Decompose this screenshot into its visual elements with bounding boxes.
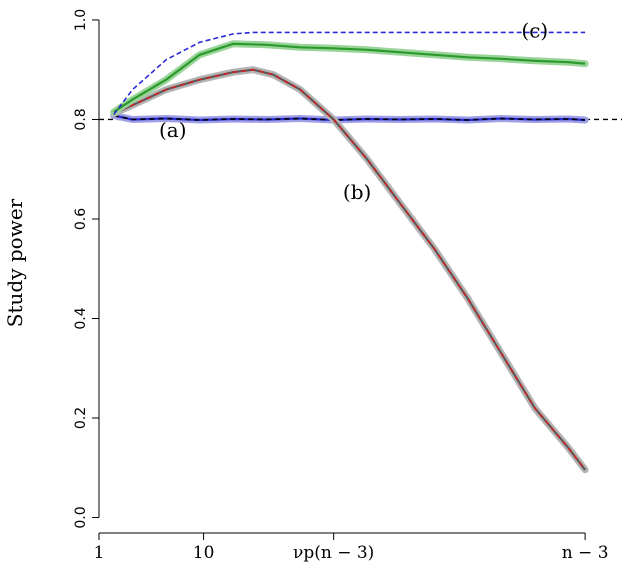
annotation-label: (a) [159, 118, 187, 142]
annotation-label: (b) [343, 180, 371, 204]
x-tick-label: νp(n − 3) [293, 543, 374, 562]
plot-area [99, 31, 622, 474]
series-c-theory-line [113, 31, 586, 115]
series-b-dashed-overlay [113, 68, 586, 471]
y-tick-label: 0.2 [73, 407, 89, 429]
y-tick-label: 0.6 [73, 208, 89, 230]
axes: 0.0 0.2 0.4 0.6 0.8 1.0 1 10 νp(n − 3) n − 3 [73, 9, 609, 562]
series-a-dashed-overlay [113, 114, 586, 121]
annotations: (a) (b) (c) [159, 18, 548, 204]
x-tick-label: 1 [94, 543, 105, 562]
y-tick-label: 0.8 [73, 108, 89, 130]
x-tick-label: 10 [193, 543, 215, 562]
y-tick-label: 0.0 [73, 506, 89, 528]
y-tick-label: 1.0 [73, 9, 89, 31]
annotation-label: (c) [521, 18, 548, 42]
y-tick-label: 0.4 [73, 307, 89, 329]
x-tick-label: n − 3 [562, 543, 609, 562]
y-axis-label: Study power [3, 198, 27, 327]
series-c-band [110, 40, 589, 116]
series-c-line [113, 42, 586, 113]
